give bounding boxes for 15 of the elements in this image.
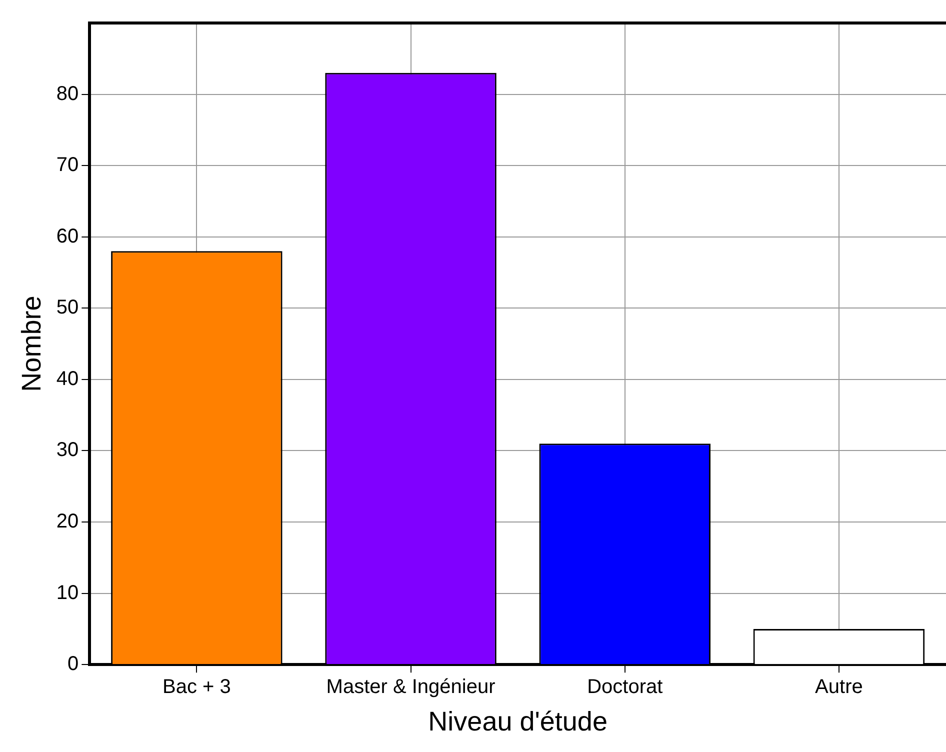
x-axis-title: Niveau d'étude — [428, 706, 608, 736]
y-axis-title: Nombre — [16, 296, 47, 392]
y-tick-label: 80 — [56, 82, 79, 105]
x-tick-label: Bac + 3 — [162, 676, 231, 698]
y-tick-label: 50 — [56, 296, 79, 319]
y-tick-label: 20 — [56, 510, 79, 533]
y-tick-label: 60 — [56, 225, 79, 248]
x-tick-label: Autre — [815, 676, 863, 698]
y-tick-label: 0 — [68, 653, 79, 676]
x-tick-label: Doctorat — [587, 676, 664, 698]
y-tick-label: 10 — [56, 582, 79, 604]
y-tick-label: 30 — [56, 439, 79, 462]
y-tick-label: 70 — [56, 154, 79, 176]
y-tick-label: 40 — [56, 368, 79, 390]
x-tick-label: Master & Ingénieur — [326, 676, 496, 698]
